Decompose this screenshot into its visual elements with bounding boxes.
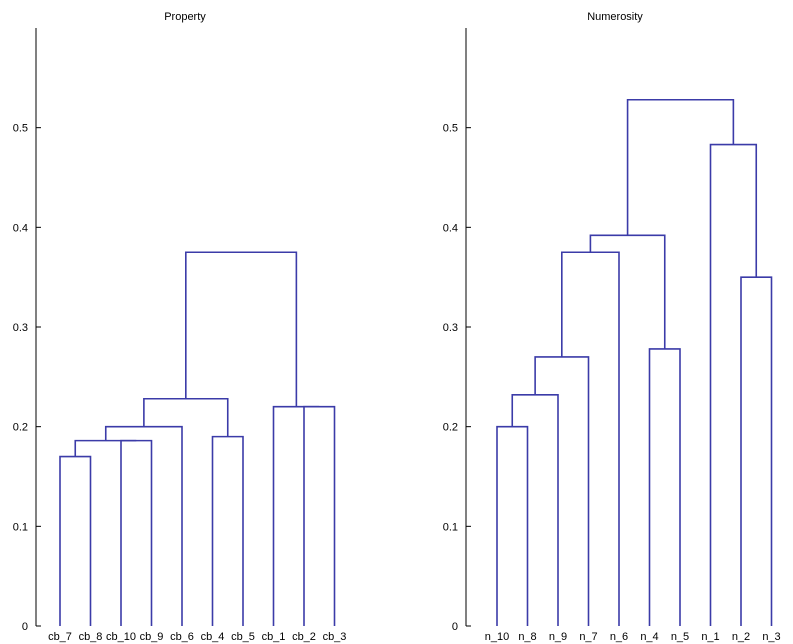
dendrogram-link (561, 251, 620, 626)
leaf-label: cb_1 (262, 631, 286, 643)
leaf-label: cb_6 (170, 631, 194, 643)
y-axis-ticks: 0 0.1 0.2 0.3 0.4 0.5 (443, 123, 471, 633)
leaf-label: n_6 (610, 631, 628, 643)
y-tick-label: 0.5 (13, 123, 28, 135)
dendrogram-link (59, 455, 92, 626)
leaf-label: n_9 (549, 631, 567, 643)
leaf-label: cb_5 (231, 631, 255, 643)
y-tick-label: 0.2 (13, 422, 28, 434)
y-tick-label: 0.5 (443, 123, 458, 135)
leaf-label: n_2 (732, 631, 750, 643)
dendrogram-link (104, 425, 183, 626)
leaf-label: cb_3 (323, 631, 347, 643)
dendrogram-link (589, 234, 666, 349)
y-tick-label: 0 (452, 621, 458, 633)
leaf-label: cb_8 (79, 631, 103, 643)
leaf-label: cb_7 (48, 631, 72, 643)
leaf-label: n_4 (640, 631, 658, 643)
y-tick-label: 0.4 (443, 222, 458, 234)
leaf-label: cb_4 (201, 631, 225, 643)
leaf-label: n_7 (579, 631, 597, 643)
y-tick-label: 0.4 (13, 222, 28, 234)
dendrogram-link (740, 276, 773, 626)
dendrogram-link (534, 356, 590, 626)
dendrogram-links (59, 251, 336, 626)
dendrogram-panel-numerosity: Numerosity 00.10.20.30.40.5 n_10 n_8 n_9 n_… (443, 11, 781, 643)
leaf-label: cb_2 (292, 631, 316, 643)
y-tick-label: 0 (22, 621, 28, 633)
leaf-label: cb_10 (106, 631, 136, 643)
leaf-label: n_5 (671, 631, 689, 643)
dendrogram-link (303, 405, 336, 626)
dendrogram-link (709, 143, 758, 626)
dendrogram-link (120, 439, 153, 626)
y-axis-ticks: 0 0.1 0.2 0.3 0.4 0.5 (13, 123, 41, 633)
y-tick-label: 0.2 (443, 422, 458, 434)
dendrogram-link (272, 405, 320, 626)
leaf-labels: cb_7 cb_8 cb_10 cb_9 cb_6 cb_4 cb_5 cb_1 cb_2 cb_… (48, 631, 346, 643)
dendrogram-link (211, 435, 244, 626)
leaf-labels: n_10 n_8 n_9 n_7 n_6 n_4 n_5 n_1 n_2 n_3 (485, 631, 781, 643)
dendrogram-link (74, 439, 137, 457)
chart-title: Property (164, 11, 206, 23)
y-tick-label: 0.1 (443, 521, 458, 533)
dendrogram-link (496, 425, 529, 626)
chart-title: Numerosity (587, 11, 643, 23)
y-tick-label: 0.1 (13, 521, 28, 533)
dendrogram-link (511, 393, 559, 626)
dendrogram-panel-property: Property 00.10.20.30.40.5 cb_7 cb_8 cb_10 c… (13, 11, 347, 643)
y-tick-label: 0.3 (443, 322, 458, 334)
leaf-label: n_1 (701, 631, 719, 643)
dendrogram-link (185, 251, 298, 407)
dendrogram-link (626, 98, 735, 236)
leaf-label: n_3 (762, 631, 780, 643)
dendrogram-link (143, 397, 229, 437)
leaf-label: n_10 (485, 631, 509, 643)
leaf-label: n_8 (518, 631, 536, 643)
dendrogram-link (648, 348, 681, 626)
dendrogram-links (496, 98, 773, 626)
leaf-label: cb_9 (140, 631, 164, 643)
y-tick-label: 0.3 (13, 322, 28, 334)
